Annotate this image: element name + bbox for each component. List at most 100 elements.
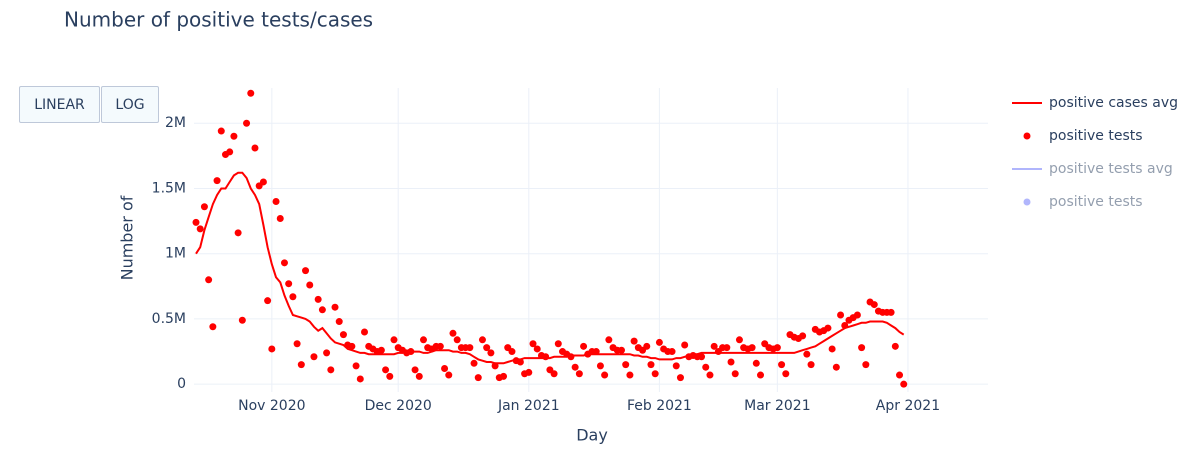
- point: [293, 340, 301, 348]
- point: [272, 198, 280, 206]
- log-button[interactable]: LOG: [101, 86, 159, 123]
- point: [592, 348, 600, 356]
- point: [268, 345, 276, 353]
- point: [698, 353, 706, 361]
- point: [580, 342, 588, 350]
- line: [195, 171, 905, 365]
- legend-label: positive cases avg: [1049, 95, 1178, 111]
- point: [782, 370, 790, 378]
- point: [605, 336, 613, 344]
- point: [474, 374, 482, 382]
- point: [306, 281, 314, 289]
- point: [643, 342, 651, 350]
- y-tick-label: 1M: [165, 246, 186, 262]
- point: [748, 344, 756, 352]
- point: [676, 374, 684, 382]
- point: [217, 127, 225, 135]
- point: [647, 361, 655, 369]
- point: [900, 380, 908, 388]
- point: [702, 363, 710, 371]
- point: [727, 358, 735, 366]
- point: [453, 336, 461, 344]
- point: [525, 368, 533, 376]
- point: [361, 328, 369, 336]
- x-tick-label: Apr 2021: [876, 398, 940, 414]
- point: [567, 353, 575, 361]
- y-tick-label: 2M: [165, 115, 186, 131]
- point: [314, 295, 322, 303]
- point: [419, 336, 427, 344]
- point: [234, 229, 242, 237]
- point: [799, 332, 807, 340]
- point: [731, 370, 739, 378]
- point: [710, 342, 718, 350]
- point: [243, 119, 251, 127]
- point: [533, 345, 541, 353]
- point: [575, 370, 583, 378]
- point: [259, 178, 267, 186]
- point: [516, 358, 524, 366]
- point: [276, 214, 284, 222]
- x-tick-label: Nov 2020: [238, 398, 305, 414]
- point: [441, 365, 449, 373]
- point: [668, 348, 676, 356]
- linear-button[interactable]: LINEAR: [19, 86, 100, 123]
- point: [297, 361, 305, 369]
- x-tick-label: Feb 2021: [627, 398, 692, 414]
- point: [508, 348, 516, 356]
- point: [213, 177, 221, 185]
- point: [626, 371, 634, 379]
- point: [335, 318, 343, 326]
- point: [828, 345, 836, 353]
- chart-title: Number of positive tests/cases: [64, 8, 373, 32]
- point: [862, 361, 870, 369]
- point: [205, 276, 213, 284]
- point: [386, 372, 394, 380]
- legend-swatch: [1023, 198, 1031, 206]
- point: [327, 366, 335, 374]
- x-tick-label: Dec 2020: [365, 398, 432, 414]
- point: [238, 316, 246, 324]
- point: [200, 203, 208, 211]
- point: [870, 301, 878, 309]
- point: [735, 336, 743, 344]
- point: [500, 372, 508, 380]
- point: [617, 346, 625, 354]
- point: [226, 148, 234, 156]
- point: [824, 324, 832, 332]
- point: [752, 359, 760, 367]
- point: [891, 342, 899, 350]
- legend-label: positive tests avg: [1049, 161, 1173, 177]
- point: [529, 340, 537, 348]
- point: [466, 344, 474, 352]
- y-axis-title: Number of: [118, 195, 137, 280]
- point: [377, 346, 385, 354]
- point: [757, 371, 765, 379]
- point: [331, 303, 339, 311]
- point: [196, 225, 204, 233]
- point: [858, 344, 866, 352]
- y-tick-label: 1.5M: [152, 180, 186, 196]
- point: [807, 361, 815, 369]
- point: [436, 342, 444, 350]
- point: [491, 362, 499, 370]
- point: [803, 350, 811, 358]
- point: [352, 362, 360, 370]
- point: [390, 336, 398, 344]
- point: [622, 361, 630, 369]
- point: [310, 353, 318, 361]
- point: [896, 371, 904, 379]
- point: [285, 280, 293, 288]
- point: [887, 308, 895, 316]
- point: [192, 218, 200, 226]
- point: [411, 366, 419, 374]
- point: [407, 348, 415, 356]
- point: [339, 331, 347, 339]
- point: [289, 293, 297, 301]
- point: [382, 366, 390, 374]
- point: [837, 311, 845, 319]
- point: [655, 338, 663, 346]
- point: [630, 337, 638, 345]
